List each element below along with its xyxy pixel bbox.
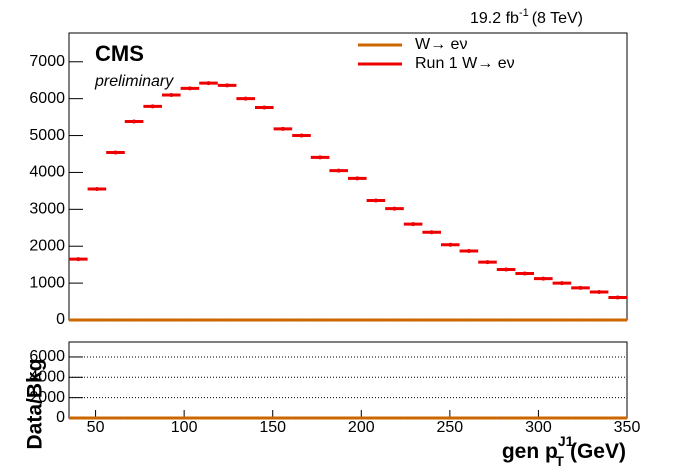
marker [113,150,118,155]
y-tick-label: 7000 [29,53,65,70]
legend-label: W→ eν [415,36,467,53]
marker [615,295,620,300]
status: preliminary [94,73,174,90]
y-tick-label: 0 [56,409,65,426]
y-tick-label: 4000 [29,369,65,386]
marker [169,92,174,97]
y-tick-label: 0 [56,311,65,328]
y-tick-label: 2000 [29,389,65,406]
marker [559,281,564,286]
marker [429,230,434,235]
y-tick-label: 6000 [29,348,65,365]
marker [94,187,99,192]
marker [280,126,285,131]
marker [187,86,192,91]
marker [504,267,509,272]
marker [243,96,248,101]
y-tick-label: 6000 [29,90,65,107]
marker [225,83,230,88]
lumi: 19.2 fb-1 (8 TeV) [470,7,583,27]
legend-label: Run 1 W→ eν [415,55,515,72]
marker [411,222,416,227]
marker [541,276,546,281]
marker [262,105,267,110]
x-tick-label: 100 [171,419,198,436]
marker [522,271,527,276]
y-tick-label: 3000 [29,201,65,218]
x-tick-label: 50 [87,419,105,436]
marker [392,206,397,211]
marker [76,257,81,262]
marker [150,104,155,109]
x-tick-label: 350 [614,419,641,436]
marker [336,168,341,173]
y-tick-label: 1000 [29,274,65,291]
marker [448,242,453,247]
y-axis-label: Data/Bkg [24,358,47,449]
experiment: CMS [95,41,144,66]
x-tick-label: 150 [259,419,286,436]
marker [373,198,378,203]
marker [485,260,490,265]
x-tick-label: 200 [348,419,375,436]
x-tick-label: 300 [525,419,552,436]
marker [318,155,323,160]
marker [206,81,211,86]
y-tick-label: 5000 [29,127,65,144]
marker [597,289,602,294]
y-tick-label: 2000 [29,237,65,254]
marker [299,133,304,138]
x-tick-label: 250 [437,419,464,436]
marker [132,119,137,124]
y-tick-label: 4000 [29,164,65,181]
ratio-frame [68,341,628,419]
marker [466,249,471,254]
x-axis-label: gen pJ1 T (GeV) [502,433,626,469]
marker [355,176,360,181]
marker [578,285,583,290]
